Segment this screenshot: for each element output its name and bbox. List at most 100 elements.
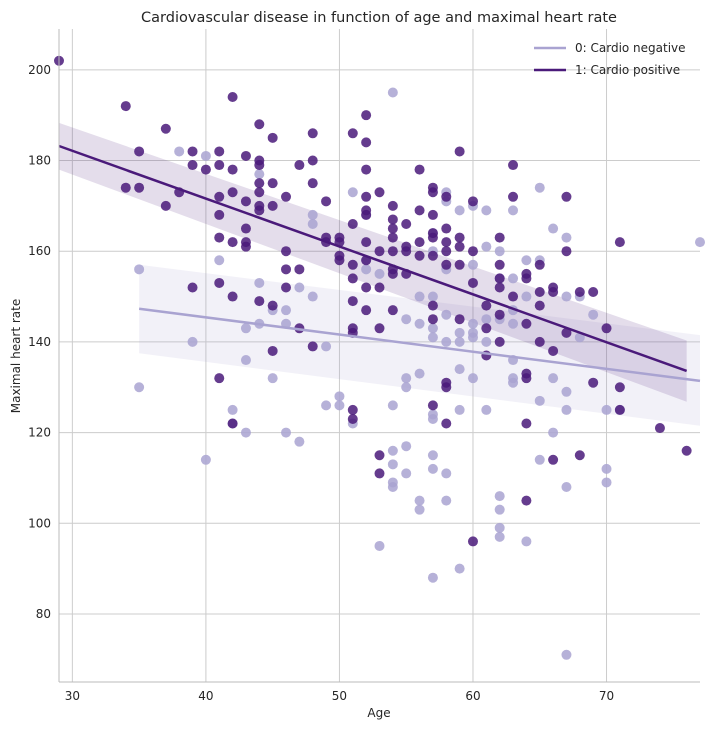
- data-point-series-1: [187, 282, 198, 293]
- data-point-series-1: [214, 209, 225, 220]
- data-point-series-1: [481, 300, 492, 311]
- data-point-series-0: [481, 241, 492, 252]
- regression-line-series-1: [58, 144, 688, 373]
- data-point-series-0: [240, 427, 251, 438]
- data-point-series-1: [454, 232, 465, 243]
- data-point-series-0: [387, 445, 398, 456]
- data-point-series-1: [441, 223, 452, 234]
- data-point-series-1: [227, 187, 238, 198]
- data-point-series-0: [588, 309, 599, 320]
- data-point-series-0: [494, 522, 505, 533]
- data-point-series-0: [454, 205, 465, 216]
- data-point-series-0: [548, 223, 559, 234]
- data-point-series-1: [347, 218, 358, 229]
- data-point-series-1: [361, 110, 372, 121]
- data-point-series-0: [494, 504, 505, 515]
- data-point-series-1: [414, 205, 425, 216]
- axis-spines: [58, 29, 700, 683]
- data-point-series-0: [374, 540, 385, 551]
- data-point-series-1: [240, 223, 251, 234]
- data-point-series-1: [134, 146, 145, 157]
- data-point-series-0: [481, 205, 492, 216]
- data-point-series-1: [187, 146, 198, 157]
- x-tick-label: 70: [599, 689, 614, 703]
- regression-line-series-0: [138, 307, 701, 383]
- data-point-series-1: [494, 309, 505, 320]
- data-point-series-1: [387, 223, 398, 234]
- data-point-series-1: [294, 160, 305, 171]
- data-point-series-1: [214, 277, 225, 288]
- scatter-points: [54, 55, 705, 660]
- data-point-series-1: [387, 246, 398, 257]
- data-point-series-0: [427, 291, 438, 302]
- data-point-series-0: [281, 305, 292, 316]
- data-point-series-0: [240, 323, 251, 334]
- data-point-series-1: [307, 178, 318, 189]
- data-point-series-0: [294, 436, 305, 447]
- y-tick-label: 140: [28, 335, 51, 349]
- data-point-series-0: [427, 323, 438, 334]
- data-point-series-1: [240, 241, 251, 252]
- data-point-series-1: [267, 200, 278, 211]
- data-point-series-0: [467, 318, 478, 329]
- data-point-series-1: [281, 282, 292, 293]
- data-point-series-0: [481, 336, 492, 347]
- data-point-series-1: [120, 182, 131, 193]
- data-point-series-1: [321, 196, 332, 207]
- y-tick-label: 200: [28, 63, 51, 77]
- data-point-series-1: [427, 209, 438, 220]
- data-point-series-1: [467, 196, 478, 207]
- data-point-series-0: [387, 87, 398, 98]
- data-point-series-0: [401, 441, 412, 452]
- data-point-series-1: [387, 305, 398, 316]
- data-point-series-0: [414, 495, 425, 506]
- data-point-series-1: [614, 382, 625, 393]
- data-point-series-0: [347, 187, 358, 198]
- data-point-series-0: [467, 259, 478, 270]
- data-point-series-0: [134, 264, 145, 275]
- data-point-series-0: [508, 273, 519, 284]
- data-point-series-0: [427, 332, 438, 343]
- data-point-series-0: [321, 400, 332, 411]
- data-point-series-1: [494, 232, 505, 243]
- data-point-series-1: [267, 132, 278, 143]
- data-point-series-0: [574, 332, 585, 343]
- data-point-series-1: [441, 418, 452, 429]
- data-point-series-1: [414, 164, 425, 175]
- data-point-series-0: [441, 468, 452, 479]
- data-point-series-1: [427, 250, 438, 261]
- y-axis-label: Maximal heart rate: [9, 299, 23, 414]
- data-point-series-1: [267, 345, 278, 356]
- data-point-series-0: [441, 495, 452, 506]
- data-point-series-1: [214, 232, 225, 243]
- data-point-series-0: [401, 314, 412, 325]
- data-point-series-0: [307, 291, 318, 302]
- data-point-series-0: [695, 237, 705, 248]
- data-point-series-1: [160, 123, 171, 134]
- data-point-series-1: [654, 423, 665, 434]
- data-point-series-1: [521, 273, 532, 284]
- data-point-series-0: [401, 468, 412, 479]
- data-point-series-0: [467, 332, 478, 343]
- data-point-series-0: [561, 649, 572, 660]
- data-point-series-1: [347, 259, 358, 270]
- data-point-series-1: [467, 536, 478, 547]
- data-point-series-0: [494, 491, 505, 502]
- data-point-series-0: [467, 373, 478, 384]
- data-point-series-1: [214, 146, 225, 157]
- data-point-series-0: [427, 450, 438, 461]
- legend-label-series-0: 0: Cardio negative: [575, 41, 686, 55]
- data-point-series-0: [281, 427, 292, 438]
- data-point-series-1: [401, 218, 412, 229]
- data-point-series-1: [414, 237, 425, 248]
- data-point-series-1: [548, 287, 559, 298]
- data-point-series-1: [254, 119, 265, 130]
- data-point-series-1: [254, 296, 265, 307]
- data-point-series-1: [374, 468, 385, 479]
- data-point-series-0: [454, 563, 465, 574]
- data-point-series-0: [227, 404, 238, 415]
- data-point-series-1: [374, 187, 385, 198]
- data-point-series-1: [361, 282, 372, 293]
